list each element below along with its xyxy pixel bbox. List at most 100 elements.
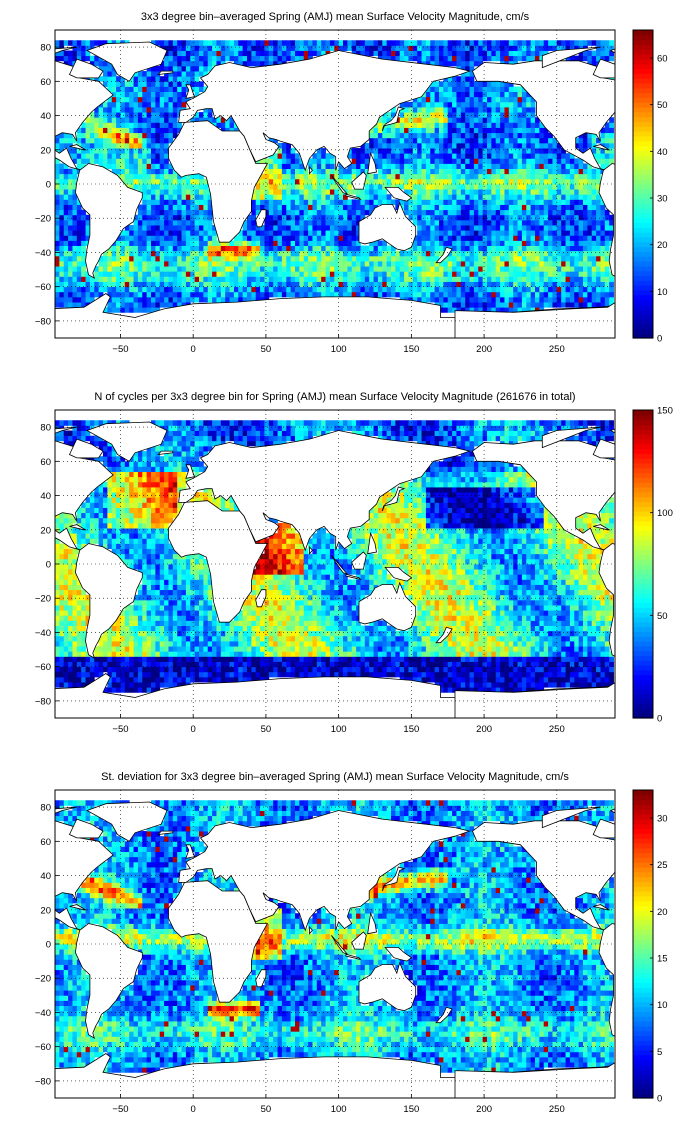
heatmap-cell bbox=[430, 81, 436, 87]
heatmap-cell bbox=[164, 302, 169, 308]
heatmap-cell bbox=[439, 261, 444, 267]
heatmap-cell bbox=[155, 96, 161, 103]
heatmap-cell bbox=[273, 45, 278, 51]
heatmap-cell bbox=[465, 266, 470, 272]
heatmap-cell bbox=[164, 250, 169, 257]
heatmap-cell bbox=[521, 55, 527, 62]
heatmap-cell bbox=[343, 240, 348, 246]
heatmap-cell bbox=[591, 250, 597, 257]
heatmap-cell bbox=[377, 137, 383, 144]
heatmap-cell bbox=[526, 189, 532, 195]
heatmap-cell bbox=[556, 261, 562, 267]
heatmap-cell bbox=[264, 240, 270, 246]
heatmap-cell bbox=[81, 50, 86, 57]
heatmap-cell bbox=[478, 209, 484, 216]
heatmap-cell bbox=[299, 204, 305, 211]
heatmap-cell bbox=[465, 271, 470, 277]
heatmap-cell bbox=[299, 219, 305, 226]
heatmap-cell bbox=[539, 230, 545, 236]
heatmap-cell bbox=[338, 255, 344, 262]
heatmap-cell bbox=[207, 291, 213, 298]
colorbar-step bbox=[633, 126, 653, 132]
coastline-outline bbox=[185, 84, 196, 99]
heatmap-cell bbox=[151, 271, 156, 277]
heatmap-cell bbox=[68, 266, 73, 272]
colorbar-step bbox=[633, 107, 653, 113]
heatmap-cell bbox=[168, 291, 174, 298]
heatmap-cell bbox=[399, 112, 405, 118]
heatmap-cell bbox=[456, 255, 462, 262]
heatmap-cell bbox=[181, 60, 187, 67]
heatmap-cell bbox=[194, 45, 200, 51]
heatmap-cell bbox=[260, 184, 265, 190]
heatmap-cell bbox=[382, 286, 388, 293]
heatmap-cell bbox=[504, 45, 510, 51]
heatmap-cell bbox=[63, 60, 69, 67]
heatmap-cell bbox=[513, 184, 518, 190]
colorbar-step bbox=[633, 92, 653, 98]
heatmap-cell bbox=[124, 137, 130, 144]
heatmap-cell bbox=[364, 286, 370, 293]
heatmap-cell bbox=[146, 214, 152, 221]
heatmap-cell bbox=[290, 235, 296, 241]
heatmap-cell bbox=[360, 148, 366, 154]
heatmap-cell bbox=[194, 60, 200, 67]
heatmap-cell bbox=[137, 204, 143, 211]
heatmap-cell bbox=[164, 291, 169, 298]
heatmap-cell bbox=[177, 286, 182, 293]
heatmap-cell bbox=[539, 276, 545, 282]
heatmap-cell bbox=[260, 225, 265, 231]
heatmap-cell bbox=[164, 45, 169, 51]
heatmap-cell bbox=[469, 194, 475, 200]
heatmap-cell bbox=[264, 173, 270, 180]
heatmap-cell bbox=[312, 250, 318, 257]
heatmap-cell bbox=[194, 271, 200, 277]
heatmap-cell bbox=[103, 281, 108, 288]
heatmap-cell bbox=[229, 245, 235, 252]
heatmap-cell bbox=[72, 189, 78, 195]
heatmap-cell bbox=[334, 204, 340, 211]
heatmap-cell bbox=[473, 60, 479, 67]
heatmap-cell bbox=[68, 271, 73, 277]
heatmap-cell bbox=[408, 55, 414, 62]
heatmap-cell bbox=[487, 173, 492, 180]
heatmap-cell bbox=[325, 199, 331, 205]
heatmap-cell bbox=[456, 250, 462, 257]
heatmap-cell bbox=[273, 276, 278, 282]
heatmap-cell bbox=[539, 286, 545, 293]
x-tick-label: 250 bbox=[549, 344, 565, 355]
heatmap-cell bbox=[308, 250, 313, 257]
heatmap-cell bbox=[164, 219, 169, 226]
heatmap-cell bbox=[508, 266, 514, 272]
heatmap-cell bbox=[508, 101, 514, 108]
heatmap-cell bbox=[321, 291, 326, 298]
heatmap-cell bbox=[456, 286, 462, 293]
heatmap-cell bbox=[111, 122, 117, 128]
heatmap-cell bbox=[439, 96, 444, 103]
heatmap-cell bbox=[85, 291, 91, 298]
heatmap-cell bbox=[408, 250, 414, 257]
heatmap-cell bbox=[591, 240, 597, 246]
heatmap-cell bbox=[181, 302, 187, 308]
heatmap-cell bbox=[443, 132, 449, 139]
heatmap-cell bbox=[561, 178, 566, 185]
heatmap-cell bbox=[142, 225, 148, 231]
heatmap-cell bbox=[98, 266, 104, 272]
heatmap-cell bbox=[225, 281, 230, 288]
heatmap-cell bbox=[142, 163, 148, 169]
heatmap-cell bbox=[290, 245, 296, 252]
heatmap-cell bbox=[72, 50, 78, 57]
heatmap-cell bbox=[137, 91, 143, 98]
heatmap-cell bbox=[203, 261, 209, 267]
heatmap-cell bbox=[535, 40, 540, 46]
heatmap-cell bbox=[321, 281, 326, 288]
heatmap-cell bbox=[386, 271, 392, 277]
heatmap-cell bbox=[159, 266, 165, 272]
heatmap-cell bbox=[587, 60, 593, 67]
heatmap-cell bbox=[495, 117, 501, 123]
heatmap-cell bbox=[469, 158, 475, 164]
heatmap-cell bbox=[404, 255, 409, 262]
heatmap-cell bbox=[561, 225, 566, 231]
heatmap-cell bbox=[168, 209, 174, 216]
heatmap-cell bbox=[548, 153, 553, 159]
